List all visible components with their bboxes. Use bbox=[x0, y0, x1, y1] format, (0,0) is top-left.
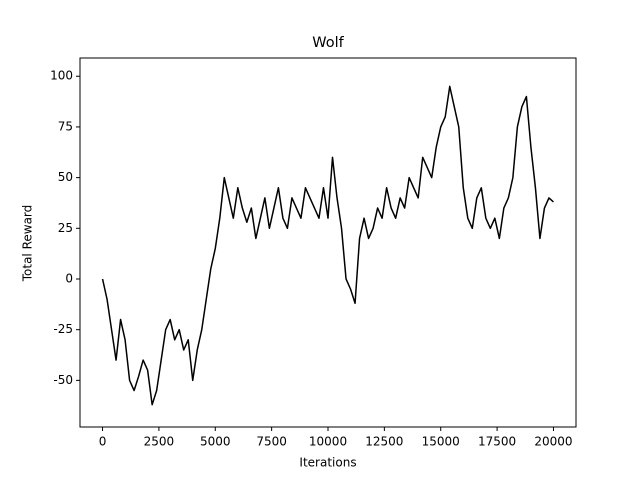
x-axis-label: Iterations bbox=[299, 456, 356, 470]
y-tick-label: 75 bbox=[58, 119, 73, 133]
y-tick-label: -25 bbox=[53, 322, 73, 336]
x-tick-label: 17500 bbox=[478, 435, 516, 449]
x-tick-label: 20000 bbox=[534, 435, 572, 449]
x-tick-label: 12500 bbox=[365, 435, 403, 449]
chart-title: Wolf bbox=[312, 35, 344, 51]
y-axis-label: Total Reward bbox=[21, 205, 35, 283]
y-tick-label: 25 bbox=[58, 221, 73, 235]
x-tick-label: 7500 bbox=[256, 435, 287, 449]
y-tick-label: -50 bbox=[53, 373, 73, 387]
x-tick-label: 10000 bbox=[309, 435, 347, 449]
y-tick-label: 50 bbox=[58, 170, 73, 184]
y-tick-label: 100 bbox=[50, 69, 73, 83]
x-tick-label: 2500 bbox=[144, 435, 175, 449]
y-tick-label: 0 bbox=[65, 271, 73, 285]
plot-frame bbox=[79, 57, 577, 428]
x-tick-label: 15000 bbox=[422, 435, 460, 449]
x-tick-label: 5000 bbox=[200, 435, 231, 449]
line bbox=[101, 85, 554, 406]
x-tick-label: 0 bbox=[99, 435, 107, 449]
